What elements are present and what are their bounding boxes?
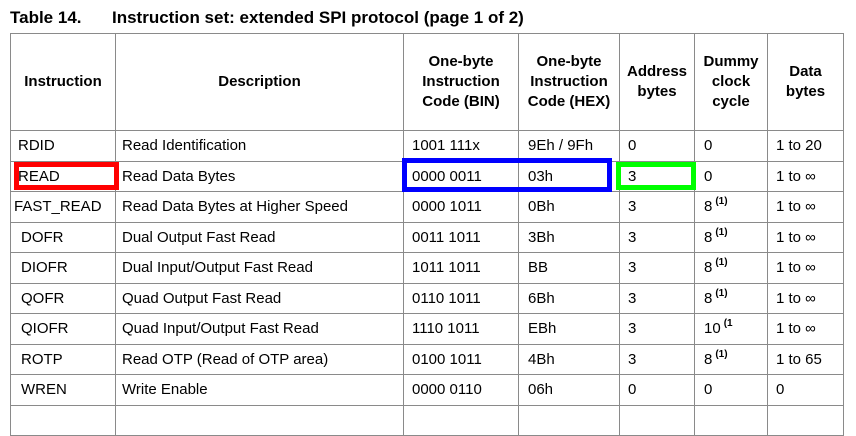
footnote-ref: (1): [715, 226, 728, 238]
table-row: DOFR Dual Output Fast Read 0011 1011 3Bh 3 8(…: [10, 221, 844, 253]
cell-data-bytes: 1 to 20: [767, 130, 844, 162]
cell-data-bytes: [767, 404, 844, 436]
header-row: Instruction Description One-byte Instruc…: [10, 33, 844, 131]
table-row: ROTP Read OTP (Read of OTP area) 0100 1011…: [10, 343, 844, 375]
cell-dummy-cycles: 0: [694, 130, 768, 162]
cell-code-bin: 1011 1011: [403, 252, 519, 284]
header-data-bytes: Data bytes: [767, 33, 844, 131]
cell-code-hex: EBh: [518, 313, 620, 345]
instruction-table: Instruction Description One-byte Instruc…: [10, 33, 844, 436]
header-code-hex: One-byte Instruction Code (HEX): [518, 33, 620, 131]
cell-code-bin: 1110 1011: [403, 313, 519, 345]
cell-dummy-cycles: 8 (1): [694, 343, 768, 375]
cell-code-hex: 9Eh / 9Fh: [518, 130, 620, 162]
table-row: QOFR Quad Output Fast Read 0110 1011 6Bh 3 8(…: [10, 282, 844, 314]
cell-dummy-cycles: 8 (1): [694, 252, 768, 284]
cell-description: Quad Output Fast Read: [115, 282, 404, 314]
cell-code-bin: 0110 1011: [403, 282, 519, 314]
cell-instruction: FAST_READ: [10, 191, 116, 223]
cell-instruction: [10, 404, 116, 436]
cell-dummy-cycles: [694, 404, 768, 436]
highlight-box-green: [616, 162, 696, 190]
highlight-box-red: [14, 162, 119, 190]
highlight-box-blue: [402, 158, 612, 192]
cell-code-hex: 03h: [518, 160, 620, 192]
cell-data-bytes: 1 to ∞: [767, 252, 844, 284]
table-body: RDID Read Identification 1001 111x 9Eh / 9F…: [10, 130, 844, 436]
table-number: Table 14.: [10, 8, 82, 27]
cell-dummy-cycles: 8 (1): [694, 282, 768, 314]
cell-code-hex: 6Bh: [518, 282, 620, 314]
cell-dummy-cycles: 0: [694, 374, 768, 406]
table-caption: Table 14. Instruction set: extended SPI p…: [10, 8, 524, 28]
table-title: Instruction set: extended SPI protocol (…: [112, 8, 524, 27]
cell-address-bytes: [619, 404, 695, 436]
cell-instruction: RDID: [10, 130, 116, 162]
footnote-ref: (1): [715, 196, 728, 208]
table-row: WREN Write Enable 0000 0110 06h 0 0 0: [10, 374, 844, 406]
cell-description: Read Identification: [115, 130, 404, 162]
cell-instruction: QOFR: [10, 282, 116, 314]
cell-data-bytes: 1 to ∞: [767, 313, 844, 345]
cell-code-bin: 0000 0011: [403, 160, 519, 192]
cell-code-hex: 3Bh: [518, 221, 620, 253]
cell-dummy-cycles: 8 (1): [694, 191, 768, 223]
cell-code-bin: 0000 1011: [403, 191, 519, 223]
cell-address-bytes: 3: [619, 221, 695, 253]
cell-instruction: DOFR: [10, 221, 116, 253]
cell-code-hex: BB: [518, 252, 620, 284]
cell-code-hex: [518, 404, 620, 436]
header-code-bin: One-byte Instruction Code (BIN): [403, 33, 519, 131]
cell-description: Read Data Bytes at Higher Speed: [115, 191, 404, 223]
cell-description: Dual Output Fast Read: [115, 221, 404, 253]
cell-dummy-cycles: 10 (1: [694, 313, 768, 345]
header-description: Description: [115, 33, 404, 131]
cell-description: [115, 404, 404, 436]
header-address-bytes: Address bytes: [619, 33, 695, 131]
table-row: [10, 404, 844, 436]
cell-code-hex: 0Bh: [518, 191, 620, 223]
cell-code-bin: [403, 404, 519, 436]
cell-data-bytes: 1 to ∞: [767, 221, 844, 253]
cell-instruction: DIOFR: [10, 252, 116, 284]
footnote-ref: (1): [715, 287, 728, 299]
cell-address-bytes: 3: [619, 282, 695, 314]
cell-address-bytes: 3: [619, 252, 695, 284]
cell-address-bytes: 0: [619, 374, 695, 406]
cell-code-hex: 06h: [518, 374, 620, 406]
cell-code-hex: 4Bh: [518, 343, 620, 375]
cell-instruction: ROTP: [10, 343, 116, 375]
cell-data-bytes: 1 to 65: [767, 343, 844, 375]
cell-description: Dual Input/Output Fast Read: [115, 252, 404, 284]
cell-address-bytes: 3: [619, 313, 695, 345]
cell-description: Read Data Bytes: [115, 160, 404, 192]
cell-dummy-cycles: 8 (1): [694, 221, 768, 253]
cell-instruction: WREN: [10, 374, 116, 406]
cell-address-bytes: 3: [619, 191, 695, 223]
table-row: RDID Read Identification 1001 111x 9Eh / 9F…: [10, 130, 844, 162]
footnote-ref: (1): [715, 257, 728, 269]
table-row: DIOFR Dual Input/Output Fast Read 1011 101…: [10, 252, 844, 284]
cell-data-bytes: 1 to ∞: [767, 160, 844, 192]
cell-data-bytes: 0: [767, 374, 844, 406]
cell-data-bytes: 1 to ∞: [767, 191, 844, 223]
table-row: QIOFR Quad Input/Output Fast Read 1110 101…: [10, 313, 844, 345]
header-dummy-clock-cycle: Dummy clock cycle: [694, 33, 768, 131]
cell-description: Quad Input/Output Fast Read: [115, 313, 404, 345]
cell-code-bin: 0000 0110: [403, 374, 519, 406]
cell-dummy-cycles: 0: [694, 160, 768, 192]
cell-code-bin: 0100 1011: [403, 343, 519, 375]
header-instruction: Instruction: [10, 33, 116, 131]
cell-description: Write Enable: [115, 374, 404, 406]
footnote-ref: (1: [723, 318, 733, 330]
cell-address-bytes: 3: [619, 343, 695, 375]
cell-description: Read OTP (Read of OTP area): [115, 343, 404, 375]
cell-code-bin: 1001 111x: [403, 130, 519, 162]
table-row: FAST_READ Read Data Bytes at Higher Speed…: [10, 191, 844, 223]
cell-data-bytes: 1 to ∞: [767, 282, 844, 314]
footnote-ref: (1): [715, 348, 728, 360]
cell-address-bytes: 0: [619, 130, 695, 162]
cell-code-bin: 0011 1011: [403, 221, 519, 253]
cell-instruction: QIOFR: [10, 313, 116, 345]
